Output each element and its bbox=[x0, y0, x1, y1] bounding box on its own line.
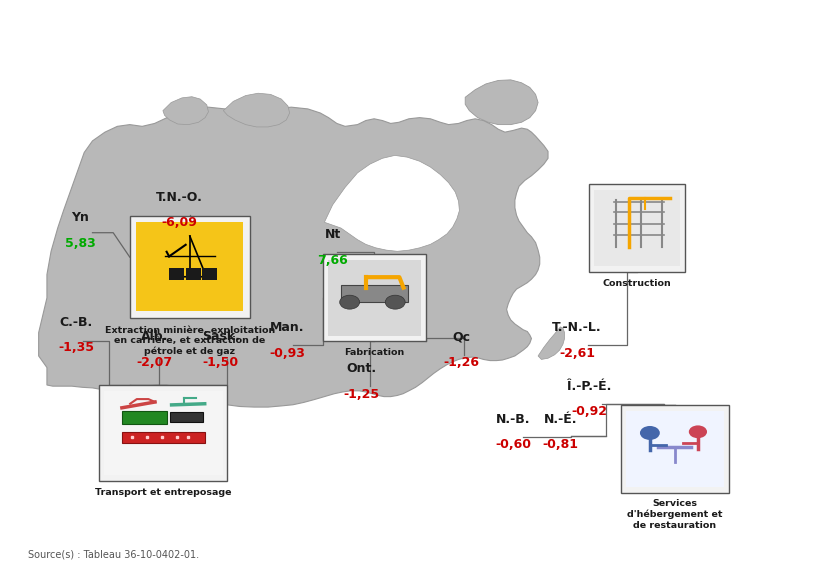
Text: Ont.: Ont. bbox=[347, 362, 376, 375]
Text: Sask.: Sask. bbox=[202, 330, 240, 343]
Text: N.-B.: N.-B. bbox=[496, 413, 530, 426]
Text: Alb.: Alb. bbox=[141, 330, 169, 343]
Text: -0,93: -0,93 bbox=[269, 347, 305, 360]
Bar bbox=[342, 285, 408, 302]
Text: -1,26: -1,26 bbox=[443, 356, 479, 369]
Bar bbox=[327, 260, 421, 336]
Bar bbox=[626, 411, 724, 486]
Bar bbox=[185, 268, 200, 280]
Text: Î.-P.-É.: Î.-P.-É. bbox=[568, 380, 612, 392]
Text: -1,35: -1,35 bbox=[58, 342, 94, 354]
Bar bbox=[594, 190, 680, 266]
Bar bbox=[589, 185, 685, 272]
Bar bbox=[322, 254, 426, 342]
Text: -1,25: -1,25 bbox=[343, 388, 380, 401]
Polygon shape bbox=[163, 97, 209, 124]
Bar bbox=[202, 268, 217, 280]
Bar bbox=[621, 405, 729, 492]
Text: -0,60: -0,60 bbox=[495, 439, 531, 451]
Polygon shape bbox=[324, 155, 460, 251]
Text: T.N.-O.: T.N.-O. bbox=[156, 190, 203, 204]
Bar bbox=[104, 391, 223, 475]
Text: 5,83: 5,83 bbox=[65, 237, 96, 250]
Text: N.-É.: N.-É. bbox=[543, 413, 578, 426]
Text: C.-B.: C.-B. bbox=[59, 315, 92, 329]
Polygon shape bbox=[224, 93, 290, 127]
Circle shape bbox=[640, 426, 660, 440]
Circle shape bbox=[340, 295, 360, 309]
Text: -2,61: -2,61 bbox=[559, 347, 595, 360]
Bar bbox=[130, 217, 250, 318]
Circle shape bbox=[386, 295, 406, 309]
Text: -1,50: -1,50 bbox=[203, 356, 239, 369]
Bar bbox=[122, 432, 204, 443]
Text: -6,09: -6,09 bbox=[161, 217, 198, 230]
Bar bbox=[170, 412, 203, 422]
Bar bbox=[122, 411, 168, 423]
Text: -0,92: -0,92 bbox=[572, 405, 607, 418]
Text: -0,81: -0,81 bbox=[543, 439, 578, 451]
Text: Transport et entreposage: Transport et entreposage bbox=[95, 488, 232, 497]
Text: Services
d'hébergement et
de restauration: Services d'hébergement et de restauratio… bbox=[627, 499, 722, 530]
Polygon shape bbox=[39, 107, 548, 407]
Text: Construction: Construction bbox=[602, 279, 671, 288]
Text: Qc: Qc bbox=[452, 330, 470, 343]
Text: Man.: Man. bbox=[270, 321, 304, 335]
Polygon shape bbox=[538, 327, 564, 359]
Text: 7,66: 7,66 bbox=[317, 254, 348, 267]
Text: Source(s) : Tableau 36-10-0402-01.: Source(s) : Tableau 36-10-0402-01. bbox=[28, 550, 199, 559]
Bar bbox=[136, 223, 243, 311]
Text: Nt: Nt bbox=[325, 228, 341, 241]
Circle shape bbox=[689, 425, 707, 438]
Text: -2,07: -2,07 bbox=[136, 356, 173, 369]
Text: Fabrication: Fabrication bbox=[344, 349, 405, 357]
Text: Extraction minière, exploitation
en carrière, et extraction de
pétrole et de gaz: Extraction minière, exploitation en carr… bbox=[105, 325, 275, 356]
Text: T.-N.-L.: T.-N.-L. bbox=[552, 321, 602, 335]
Text: Yn: Yn bbox=[71, 211, 89, 224]
Bar bbox=[99, 385, 228, 481]
Bar bbox=[169, 268, 184, 280]
Polygon shape bbox=[465, 80, 538, 124]
